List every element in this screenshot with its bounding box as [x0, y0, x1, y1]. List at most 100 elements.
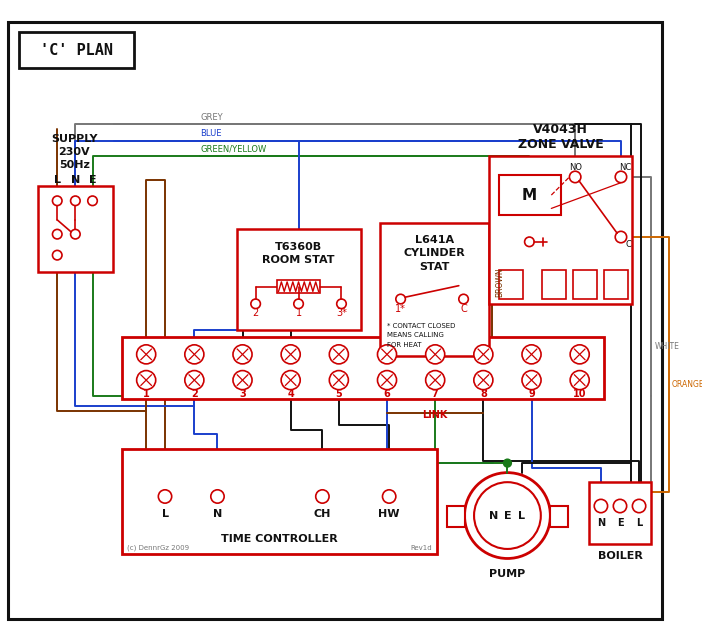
- Text: FOR HEAT: FOR HEAT: [388, 342, 422, 348]
- Text: C: C: [625, 240, 632, 249]
- Circle shape: [570, 370, 589, 390]
- Bar: [489, 156, 633, 304]
- Bar: [38, 187, 112, 272]
- Circle shape: [211, 490, 224, 503]
- Text: L: L: [161, 509, 168, 519]
- Circle shape: [53, 196, 62, 206]
- Text: 2: 2: [191, 390, 198, 399]
- Text: L: L: [518, 511, 525, 520]
- Circle shape: [594, 499, 608, 513]
- Circle shape: [185, 345, 204, 364]
- Text: 1: 1: [143, 390, 150, 399]
- Bar: [499, 271, 523, 299]
- Text: LINK: LINK: [423, 410, 448, 420]
- Bar: [574, 271, 597, 299]
- Text: 10: 10: [573, 390, 586, 399]
- Text: 230V: 230V: [58, 147, 91, 157]
- Circle shape: [383, 490, 396, 503]
- Text: L: L: [636, 518, 642, 528]
- Circle shape: [474, 370, 493, 390]
- Circle shape: [524, 237, 534, 247]
- Circle shape: [615, 171, 627, 183]
- Bar: [19, 32, 133, 68]
- Circle shape: [378, 370, 397, 390]
- Circle shape: [615, 231, 627, 243]
- Circle shape: [614, 499, 627, 513]
- Text: 3*: 3*: [336, 308, 347, 319]
- Text: E: E: [88, 175, 96, 185]
- Text: 'C' PLAN: 'C' PLAN: [40, 42, 113, 58]
- Text: N: N: [597, 518, 605, 528]
- Text: STAT: STAT: [419, 262, 450, 272]
- Bar: [604, 271, 628, 299]
- Text: NC: NC: [620, 163, 632, 172]
- Circle shape: [233, 370, 252, 390]
- Bar: [380, 222, 489, 356]
- Text: 5: 5: [336, 390, 342, 399]
- Circle shape: [503, 460, 511, 467]
- Text: 3: 3: [239, 390, 246, 399]
- Text: GREY: GREY: [200, 113, 223, 122]
- Text: M: M: [522, 188, 537, 203]
- Text: 8: 8: [480, 390, 486, 399]
- Text: GREEN/YELLOW: GREEN/YELLOW: [200, 144, 267, 153]
- Text: CH: CH: [314, 509, 331, 519]
- Text: ZONE VALVE: ZONE VALVE: [518, 138, 604, 151]
- Text: ROOM STAT: ROOM STAT: [263, 255, 335, 265]
- Circle shape: [281, 345, 300, 364]
- Circle shape: [159, 490, 172, 503]
- Circle shape: [185, 370, 204, 390]
- Circle shape: [281, 370, 300, 390]
- Circle shape: [474, 345, 493, 364]
- Text: * CONTACT CLOSED: * CONTACT CLOSED: [388, 323, 456, 329]
- Circle shape: [316, 490, 329, 503]
- Text: HW: HW: [378, 509, 400, 519]
- Text: NO: NO: [569, 163, 582, 172]
- Text: MEANS CALLING: MEANS CALLING: [388, 332, 444, 338]
- Text: CYLINDER: CYLINDER: [404, 248, 465, 258]
- Text: C: C: [461, 304, 467, 313]
- Circle shape: [71, 229, 80, 239]
- Circle shape: [570, 345, 589, 364]
- Bar: [590, 482, 651, 544]
- Circle shape: [633, 499, 646, 513]
- Text: T6360B: T6360B: [275, 242, 322, 251]
- Text: BROWN: BROWN: [495, 267, 504, 297]
- Circle shape: [293, 299, 303, 308]
- Text: BOILER: BOILER: [598, 551, 643, 561]
- Circle shape: [53, 229, 62, 239]
- Bar: [122, 337, 604, 399]
- Bar: [550, 506, 567, 527]
- Bar: [499, 175, 561, 215]
- Bar: [542, 271, 566, 299]
- Bar: [122, 449, 437, 554]
- Circle shape: [425, 370, 445, 390]
- Circle shape: [474, 482, 541, 549]
- Bar: [447, 506, 465, 527]
- Circle shape: [88, 196, 98, 206]
- Circle shape: [522, 345, 541, 364]
- Text: (c) DennrGz 2009: (c) DennrGz 2009: [127, 544, 189, 551]
- Text: 9: 9: [528, 390, 535, 399]
- Text: N: N: [213, 509, 222, 519]
- Bar: [277, 280, 321, 294]
- Text: 2: 2: [253, 308, 259, 319]
- Circle shape: [329, 345, 348, 364]
- Text: N: N: [489, 511, 498, 520]
- Circle shape: [459, 294, 468, 304]
- Text: 1*: 1*: [395, 304, 406, 313]
- Circle shape: [396, 294, 405, 304]
- Circle shape: [569, 171, 581, 183]
- Text: BLUE: BLUE: [200, 129, 222, 138]
- Circle shape: [233, 345, 252, 364]
- Circle shape: [465, 472, 550, 558]
- Text: 50Hz: 50Hz: [59, 160, 90, 170]
- Text: ORANGE: ORANGE: [672, 379, 702, 389]
- Text: PUMP: PUMP: [489, 569, 526, 579]
- Circle shape: [337, 299, 346, 308]
- Text: L641A: L641A: [415, 235, 454, 245]
- Circle shape: [71, 196, 80, 206]
- Text: SUPPLY: SUPPLY: [51, 134, 98, 144]
- Text: WHITE: WHITE: [654, 342, 680, 351]
- Circle shape: [329, 370, 348, 390]
